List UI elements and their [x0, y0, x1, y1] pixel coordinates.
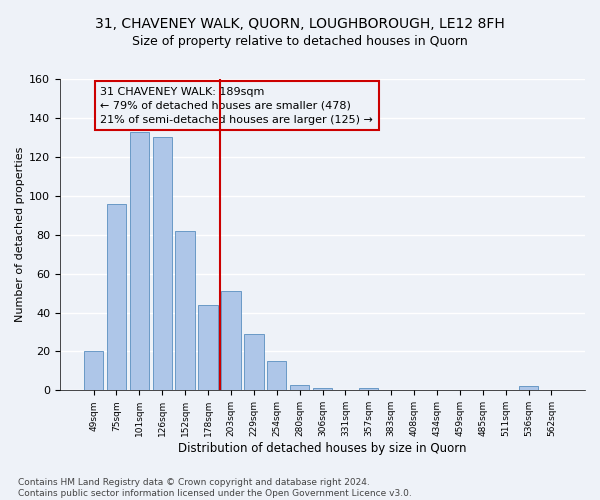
Text: 31, CHAVENEY WALK, QUORN, LOUGHBOROUGH, LE12 8FH: 31, CHAVENEY WALK, QUORN, LOUGHBOROUGH, …	[95, 18, 505, 32]
Bar	[267, 361, 286, 390]
Bar	[290, 384, 310, 390]
Bar	[84, 352, 103, 391]
Bar	[313, 388, 332, 390]
Bar	[175, 231, 195, 390]
Bar	[107, 204, 126, 390]
Text: 31 CHAVENEY WALK: 189sqm
← 79% of detached houses are smaller (478)
21% of semi-: 31 CHAVENEY WALK: 189sqm ← 79% of detach…	[100, 87, 373, 125]
Text: Size of property relative to detached houses in Quorn: Size of property relative to detached ho…	[132, 35, 468, 48]
Bar	[244, 334, 263, 390]
Bar	[199, 304, 218, 390]
Bar	[152, 138, 172, 390]
Text: Contains HM Land Registry data © Crown copyright and database right 2024.
Contai: Contains HM Land Registry data © Crown c…	[18, 478, 412, 498]
Bar	[519, 386, 538, 390]
Y-axis label: Number of detached properties: Number of detached properties	[15, 147, 25, 322]
X-axis label: Distribution of detached houses by size in Quorn: Distribution of detached houses by size …	[178, 442, 467, 455]
Bar	[221, 291, 241, 390]
Bar	[359, 388, 378, 390]
Bar	[130, 132, 149, 390]
